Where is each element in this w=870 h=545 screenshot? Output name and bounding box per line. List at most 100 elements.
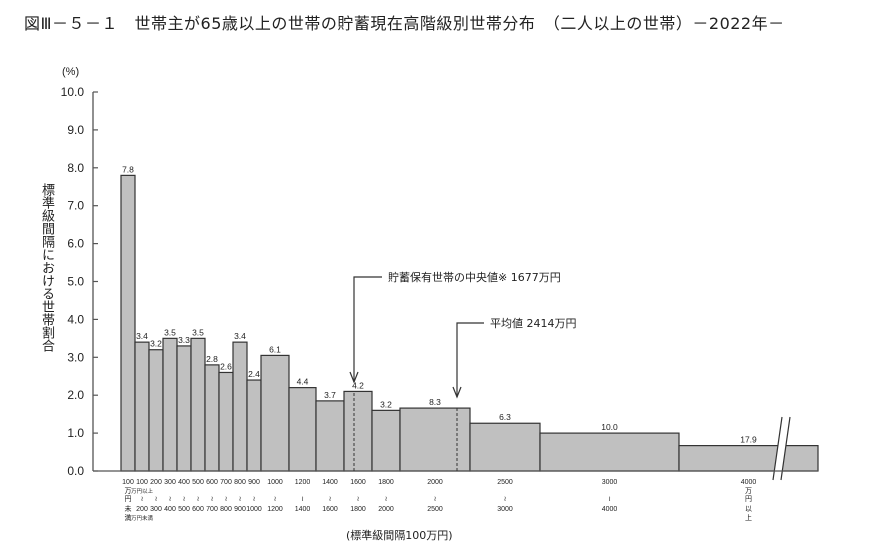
bar-value-label: 3.7	[324, 390, 336, 400]
x-tick-label: 円	[125, 495, 132, 503]
y-axis-unit: (%)	[62, 66, 80, 78]
x-tick-label: 以	[745, 505, 752, 513]
x-tick-label: ≀	[197, 496, 200, 503]
bar-value-label: 3.2	[380, 399, 392, 409]
x-tick-label: 1600	[322, 506, 338, 513]
x-tick-label: ≀	[434, 496, 437, 503]
x-tick-label: 2000	[427, 479, 443, 486]
axis-break-mark	[772, 416, 783, 481]
bar	[288, 387, 317, 472]
x-tick-label: 300	[150, 506, 162, 513]
bar	[218, 371, 234, 472]
x-tick-label: 500	[192, 479, 204, 486]
x-tick-label: ≀	[169, 496, 172, 503]
bar	[371, 409, 401, 472]
bar	[260, 354, 290, 472]
x-tick-label: 未	[125, 504, 132, 513]
y-tick-label: 2.0	[67, 388, 84, 402]
x-tick-label: ≀	[155, 496, 158, 503]
bar	[134, 341, 150, 472]
mean-annotation: 平均値 2414万円	[490, 317, 577, 330]
bar-value-label: 3.5	[164, 327, 176, 337]
x-tick-label: ≀	[141, 496, 144, 503]
y-tick-label: 3.0	[67, 350, 84, 364]
x-tick-label: 1800	[378, 479, 394, 486]
bar	[204, 364, 220, 472]
y-axis: 0.0 1.0 2.0 3.0 4.0 5.0 6.0 7.0 8.0 9.0 10.0	[61, 85, 818, 478]
x-tick-label: 満	[125, 514, 132, 522]
x-tick-label: 2000	[378, 506, 394, 513]
x-tick-label: ≀	[301, 496, 304, 503]
bar	[469, 422, 541, 472]
x-tick-label: ≀	[385, 496, 388, 503]
bar-value-label: 4.2	[352, 380, 364, 390]
x-axis-tick-labels: 100万円未満100万円以上≀200万円未満200≀300300≀400400≀…	[122, 479, 756, 522]
x-tick-label: 1200	[295, 479, 311, 486]
bar-value-label: 6.3	[499, 412, 511, 422]
bar-value-label: 2.8	[206, 354, 218, 364]
bar-value-label: 7.8	[122, 164, 134, 174]
x-tick-label: 600	[192, 506, 204, 513]
x-tick-label: 3000	[497, 506, 513, 513]
bar-value-label: 2.6	[220, 361, 232, 371]
x-tick-label: 万	[125, 487, 132, 495]
y-tick-label: 10.0	[61, 85, 85, 99]
x-tick-label: ≀	[211, 496, 214, 503]
x-tick-label: 900	[234, 506, 246, 513]
y-tick-label: 0.0	[67, 464, 84, 478]
bar	[120, 174, 136, 472]
bar-value-label: 17.9	[740, 435, 757, 445]
x-tick-label: 2500	[497, 479, 513, 486]
x-tick-label: 4000	[602, 506, 618, 513]
bar	[162, 337, 178, 472]
mean-arrow	[456, 322, 484, 397]
bar-value-label: 8.3	[429, 397, 441, 407]
x-tick-label: 700	[206, 506, 218, 513]
x-tick-label: 700	[220, 479, 232, 486]
x-tick-label: 1200	[267, 506, 283, 513]
bar	[148, 349, 164, 472]
y-tick-label: 4.0	[67, 312, 84, 326]
x-tick-label: 100	[122, 479, 134, 486]
x-tick-label: ≀	[274, 496, 277, 503]
bar	[190, 337, 206, 472]
y-tick-label: 6.0	[67, 237, 84, 251]
x-tick-label: 4000	[741, 479, 757, 486]
x-tick-label: ≀	[239, 496, 242, 503]
x-tick-label: 万円未満	[131, 514, 154, 522]
bar	[246, 379, 262, 472]
bar	[176, 345, 192, 472]
bar-value-label: 3.2	[150, 339, 162, 349]
x-tick-label: 900	[248, 479, 260, 486]
x-tick-label: 2500	[427, 506, 443, 513]
bar	[315, 400, 345, 472]
y-tick-label: 1.0	[67, 426, 84, 440]
bars-group: 7.83.43.23.53.33.52.82.63.42.46.14.43.74…	[120, 164, 819, 481]
x-tick-label: 400	[178, 479, 190, 486]
bar-value-label: 3.4	[234, 331, 246, 341]
x-tick-label: 1600	[350, 479, 366, 486]
chart-title: 図Ⅲ－５－１ 世帯主が65歳以上の世帯の貯蓄現在高階級別世帯分布 （二人以上の世…	[24, 14, 785, 33]
bar-value-label: 3.3	[178, 335, 190, 345]
x-tick-label: 800	[220, 506, 232, 513]
x-tick-label: 1000	[246, 506, 262, 513]
bar-value-label: 2.4	[248, 369, 260, 379]
x-tick-label: 200	[136, 506, 148, 513]
bar-value-label: 3.5	[192, 327, 204, 337]
bar-value-label: 6.1	[269, 344, 281, 354]
y-tick-label: 8.0	[67, 161, 84, 175]
x-tick-label: 300	[164, 479, 176, 486]
x-tick-label: 3000	[602, 479, 618, 486]
x-tick-label: ≀	[329, 496, 332, 503]
x-tick-label: 100	[136, 479, 148, 486]
bar-value-label: 3.4	[136, 331, 148, 341]
x-axis-label: (標準級間隔100万円)	[346, 529, 453, 542]
median-arrow	[353, 276, 382, 382]
bar	[399, 407, 471, 472]
x-tick-label: 600	[206, 479, 218, 486]
x-tick-label: ≀	[357, 496, 360, 503]
y-tick-label: 5.0	[67, 275, 84, 289]
x-tick-label: 400	[164, 506, 176, 513]
